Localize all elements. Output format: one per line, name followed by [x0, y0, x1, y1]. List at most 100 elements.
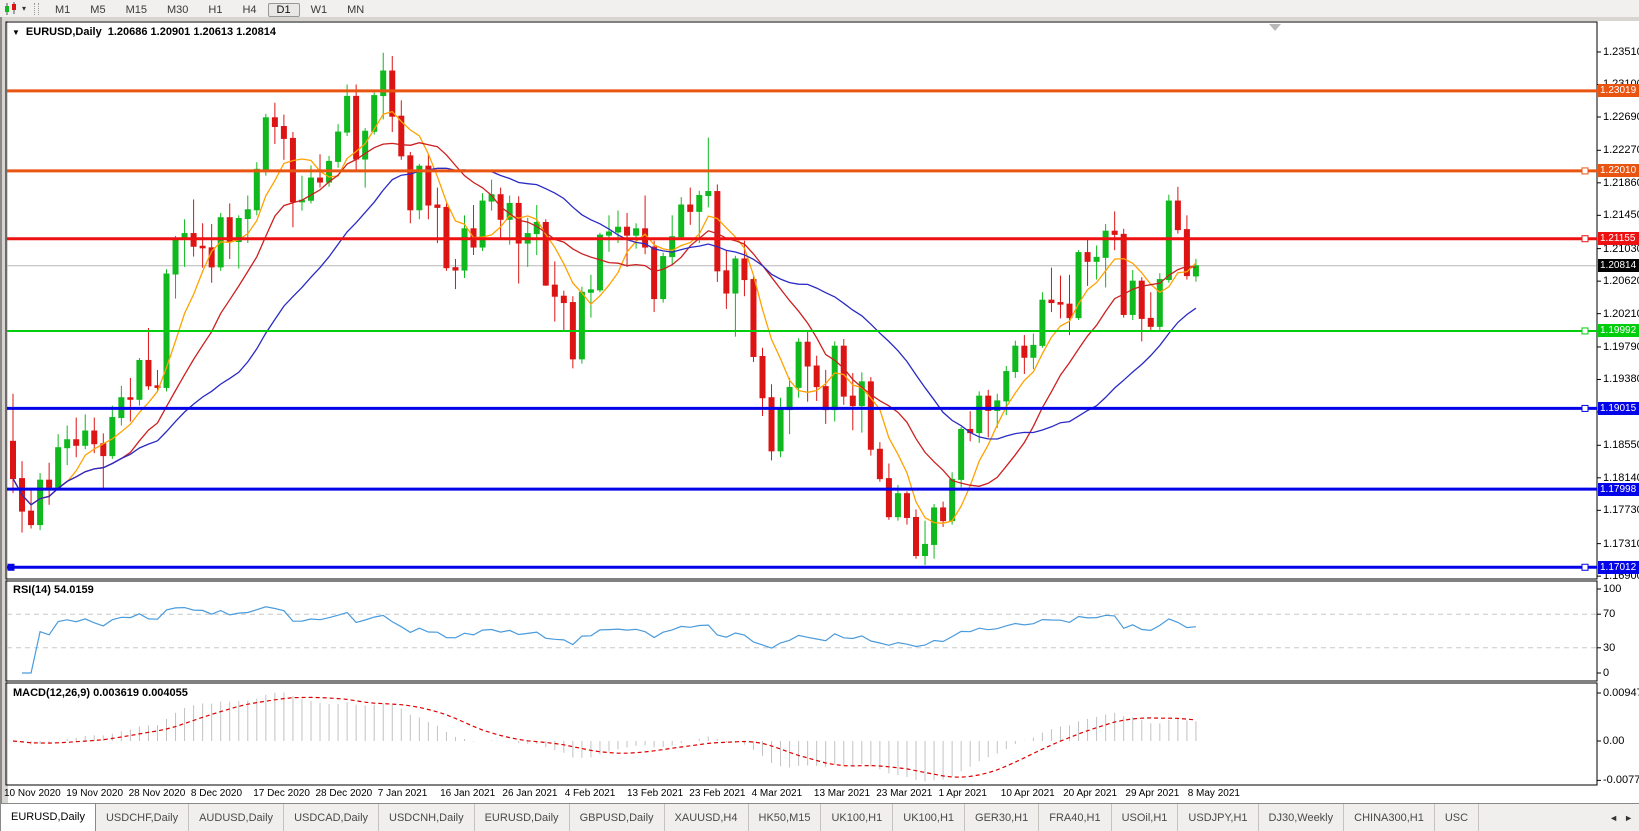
chart-title: ▼ EURUSD,Daily 1.20686 1.20901 1.20613 1…	[12, 26, 276, 38]
chart-tab-fra40-h1[interactable]: FRA40,H1	[1039, 804, 1112, 831]
level-price-badge[interactable]: 1.21155	[1598, 232, 1639, 246]
price-tick-label: 1.19380	[1603, 373, 1639, 386]
axis-ticks	[1597, 51, 1601, 781]
macd-signal-line	[12, 696, 1196, 778]
toolbar-grip[interactable]	[34, 2, 40, 15]
date-label: 1 Apr 2021	[938, 788, 987, 799]
macd-tick-label: -0.007778	[1603, 774, 1639, 787]
chart-type-icon[interactable]	[3, 1, 21, 16]
date-label: 13 Mar 2021	[813, 788, 871, 799]
symbol-dropdown-icon[interactable]: ▼	[12, 27, 20, 37]
level-line-handle[interactable]	[1581, 563, 1589, 571]
timeframe-button-w1[interactable]: W1	[310, 3, 328, 16]
date-label: 10 Nov 2020	[4, 788, 61, 799]
date-label: 20 Apr 2021	[1063, 788, 1118, 799]
timeframe-button-d1[interactable]: D1	[267, 2, 300, 17]
macd-indicator-label: MACD(12,26,9) 0.003619 0.004055	[13, 687, 188, 699]
price-tick-label: 1.21450	[1603, 209, 1639, 222]
level-price-badge[interactable]: 1.19992	[1598, 324, 1639, 338]
chart-tab-xauusd-h4[interactable]: XAUUSD,H4	[665, 804, 749, 831]
chart-tab-usdcnh-daily[interactable]: USDCNH,Daily	[379, 804, 475, 831]
chart-tab-uk100-h1[interactable]: UK100,H1	[821, 804, 894, 831]
chart-tab-usoil-h1[interactable]: USOil,H1	[1112, 804, 1179, 831]
date-label: 7 Jan 2021	[377, 788, 428, 799]
timeframe-button-h1[interactable]: H1	[208, 3, 223, 16]
level-line-handle[interactable]	[1581, 404, 1589, 412]
window-frame-left	[0, 17, 8, 830]
tab-scroll-arrows: ◄ ►	[1603, 804, 1639, 831]
chart-tab-usdchf-daily[interactable]: USDCHF,Daily	[96, 804, 190, 831]
timeframe-button-m15[interactable]: M15	[125, 3, 147, 16]
price-tick-label: 1.18140	[1603, 471, 1639, 484]
current-price-badge: 1.20814	[1598, 259, 1639, 273]
date-label: 8 May 2021	[1187, 788, 1240, 799]
price-tick-label: 1.23510	[1603, 45, 1639, 58]
timeframe-button-m1[interactable]: M1	[55, 3, 71, 16]
tab-scroll-right-icon[interactable]: ►	[1624, 812, 1633, 823]
rsi-indicator-label: RSI(14) 54.0159	[13, 584, 94, 596]
level-price-badge[interactable]: 1.19015	[1598, 401, 1639, 415]
ma-medium-line	[12, 142, 1197, 506]
macd-histogram	[21, 692, 1197, 782]
chart-type-dropdown-icon[interactable]: ▾	[22, 4, 27, 13]
level-line-handle[interactable]	[1581, 327, 1589, 335]
rsi-pane-grid	[7, 613, 1596, 649]
date-label: 4 Feb 2021	[564, 788, 616, 799]
chart-tab-bar: EURUSD,Daily USDCHF,Daily AUDUSD,Daily USDC…	[0, 803, 1639, 831]
chart-tab-gbpusd-daily[interactable]: GBPUSD,Daily	[570, 804, 665, 831]
rsi-tick-label: 100	[1603, 583, 1622, 595]
level-price-badge[interactable]: 1.17998	[1598, 482, 1639, 496]
level-lines	[7, 89, 1597, 571]
price-tick-label: 1.22690	[1603, 111, 1639, 123]
date-label: 23 Feb 2021	[689, 788, 746, 799]
timeframe-buttons: M1 M5 M15 M30 H1 H4 D1 W1 MN	[45, 0, 374, 18]
chart-tab-china300-h1[interactable]: CHINA300,H1	[1344, 804, 1435, 831]
price-tick-label: 1.17310	[1603, 537, 1639, 550]
date-label: 13 Feb 2021	[627, 788, 684, 799]
chart-shift-marker-icon[interactable]	[1269, 24, 1281, 31]
date-label: 8 Dec 2020	[190, 788, 243, 799]
price-tick-label: 1.20620	[1603, 275, 1639, 288]
level-price-badge[interactable]: 1.22010	[1598, 164, 1639, 178]
price-tick-label: 1.21030	[1603, 242, 1639, 255]
level-price-badge[interactable]: 1.17012	[1598, 560, 1639, 574]
date-label: 26 Jan 2021	[502, 788, 558, 799]
timeframe-button-h4[interactable]: H4	[242, 3, 257, 16]
date-label: 29 Apr 2021	[1125, 788, 1180, 799]
chart-tab-eurusd-daily[interactable]: EURUSD,Daily	[0, 804, 96, 831]
level-line-handle[interactable]	[1581, 235, 1589, 243]
pane-borders	[5, 21, 1598, 786]
price-tick-label: 1.19790	[1603, 340, 1639, 353]
chart-tab-dj30-weekly[interactable]: DJ30,Weekly	[1259, 804, 1345, 831]
macd-tick-label: 0.00	[1603, 735, 1625, 747]
price-tick-label: 1.18550	[1603, 439, 1639, 452]
level-line-handle[interactable]	[7, 563, 15, 571]
chart-tab-audusd-daily[interactable]: AUDUSD,Daily	[189, 804, 285, 831]
timeframe-button-m5[interactable]: M5	[90, 3, 106, 16]
chart-tab-usdjpy-h1[interactable]: USDJPY,H1	[1178, 804, 1259, 831]
date-label: 17 Dec 2020	[253, 788, 310, 799]
ma-slow-line	[12, 167, 1197, 506]
date-label: 10 Apr 2021	[1000, 788, 1055, 799]
chart-tab-usc[interactable]: USC	[1435, 804, 1480, 831]
rsi-tick-label: 0	[1603, 667, 1610, 679]
tab-scroll-left-icon[interactable]: ◄	[1609, 812, 1619, 823]
date-label: 23 Mar 2021	[876, 788, 933, 799]
chart-tab-uk100-h1[interactable]: UK100,H1	[893, 804, 966, 831]
chart-tab-usdcad-daily[interactable]: USDCAD,Daily	[284, 804, 380, 831]
date-label: 4 Mar 2021	[751, 788, 803, 799]
timeframe-button-mn[interactable]: MN	[347, 3, 365, 16]
level-price-badge[interactable]: 1.23019	[1598, 84, 1639, 98]
rsi-tick-label: 70	[1603, 608, 1616, 621]
price-tick-label: 1.20210	[1603, 307, 1639, 320]
chart-ohlc-values: 1.20686 1.20901 1.20613 1.20814	[107, 26, 276, 38]
level-line-handle[interactable]	[1581, 167, 1589, 175]
chart-tab-ger30-h1[interactable]: GER30,H1	[965, 804, 1040, 831]
date-label: 28 Dec 2020	[315, 788, 373, 799]
chart-tab-eurusd-daily[interactable]: EURUSD,Daily	[475, 804, 570, 831]
timeframe-button-m30[interactable]: M30	[166, 3, 189, 16]
chart-tab-hk50-m15[interactable]: HK50,M15	[749, 804, 822, 831]
chart-symbol-label: EURUSD,Daily	[25, 26, 102, 38]
price-tick-label: 1.21860	[1603, 176, 1639, 189]
